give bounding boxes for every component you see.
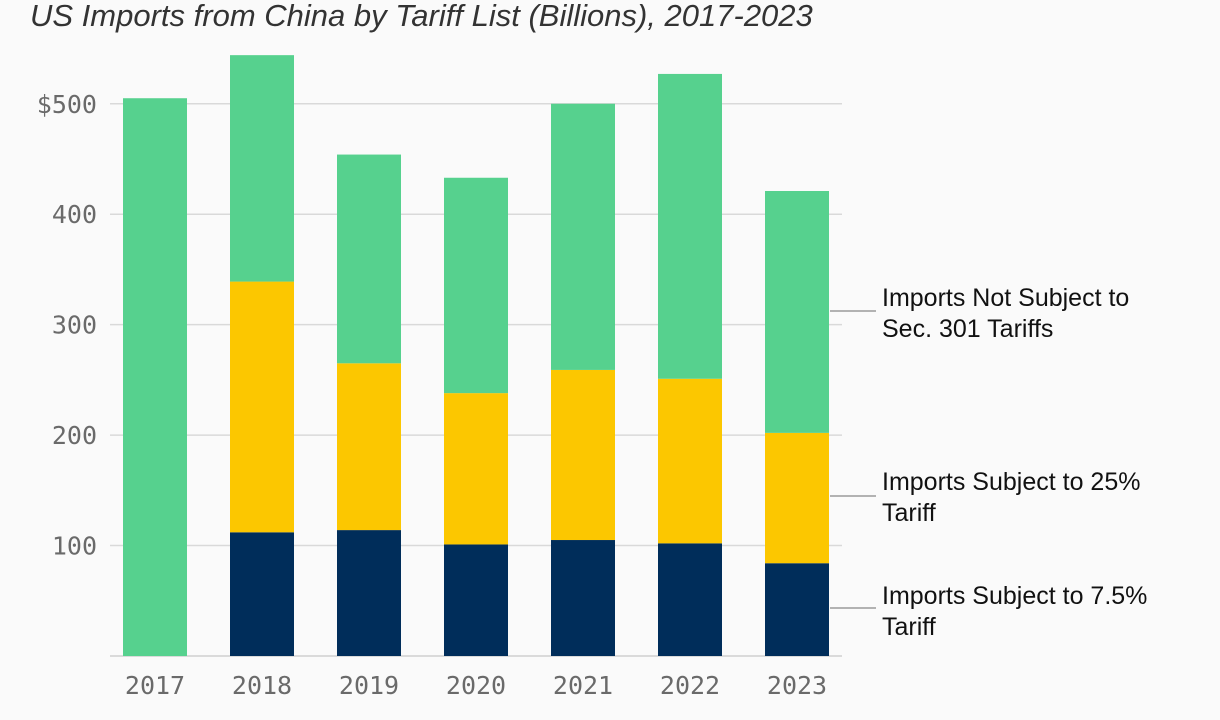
bar-segment: [230, 55, 294, 282]
bar-segment: [551, 540, 615, 656]
bar-segment: [551, 369, 615, 541]
x-tick-label: 2021: [553, 671, 613, 700]
bar-segment: [658, 73, 722, 379]
bar-segment: [765, 563, 829, 656]
legend-label: Tariff: [882, 499, 936, 527]
x-tick-label: 2020: [446, 671, 506, 700]
legend-label: Sec. 301 Tariffs: [882, 315, 1053, 343]
bar-segment: [230, 281, 294, 533]
bar-segment: [123, 98, 187, 657]
y-tick-label: $500: [37, 90, 97, 119]
legend-label: Imports Subject to 7.5%: [882, 582, 1147, 610]
bar-segment: [765, 432, 829, 564]
chart-title: US Imports from China by Tariff List (Bi…: [30, 0, 813, 33]
bar-segment: [444, 544, 508, 656]
x-tick-label: 2017: [125, 671, 185, 700]
y-tick-label: 300: [52, 311, 97, 340]
x-tick-label: 2022: [660, 671, 720, 700]
x-tick-label: 2018: [232, 671, 292, 700]
legend-label: Imports Not Subject to: [882, 284, 1129, 312]
legend-label: Imports Subject to 25%: [882, 468, 1140, 496]
x-axis-ticks: 2017 2018 2019 2020 2021 2022 2023: [125, 671, 827, 700]
bar-segment: [444, 393, 508, 545]
y-axis-ticks: $500 400 300 200 100: [37, 90, 97, 561]
x-tick-label: 2019: [339, 671, 399, 700]
bar-segment: [337, 363, 401, 531]
bar-segment: [658, 378, 722, 544]
y-tick-label: 200: [52, 421, 97, 450]
bar-segment: [765, 191, 829, 433]
legend-label: Tariff: [882, 613, 936, 641]
legend: Imports Not Subject to Sec. 301 Tariffs Im…: [830, 284, 1147, 641]
y-tick-label: 100: [52, 532, 97, 561]
bar-segment: [230, 532, 294, 656]
bar-segment: [444, 177, 508, 394]
x-tick-label: 2023: [767, 671, 827, 700]
y-tick-label: 400: [52, 200, 97, 229]
bar-segment: [337, 530, 401, 656]
bar-segment: [658, 543, 722, 656]
bar-segment: [551, 103, 615, 370]
bars: [123, 55, 829, 657]
bar-segment: [337, 154, 401, 364]
